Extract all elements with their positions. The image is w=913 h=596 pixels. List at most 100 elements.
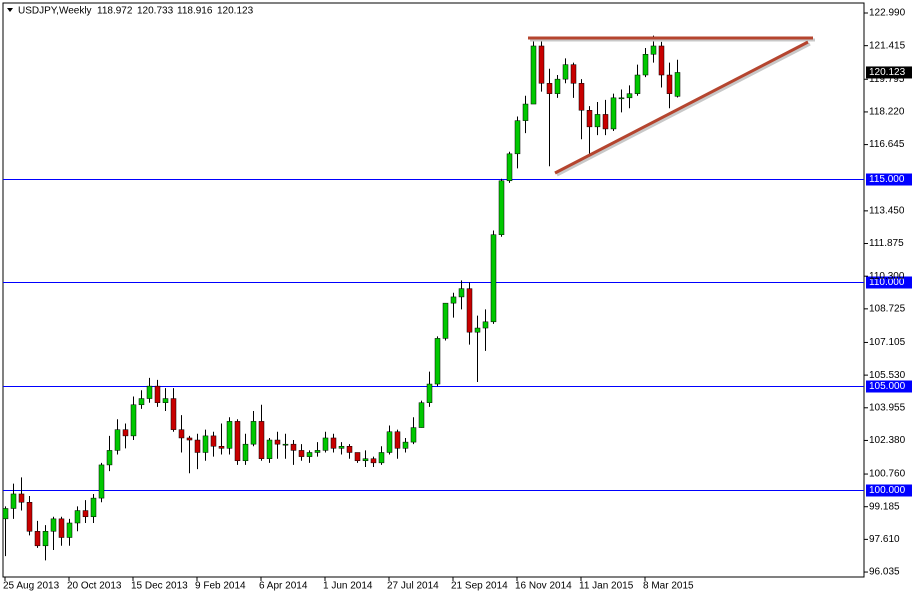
candle-body bbox=[394, 431, 401, 449]
candle-body bbox=[194, 439, 201, 453]
candle-body bbox=[122, 429, 129, 437]
support-line bbox=[554, 40, 809, 175]
ohlc-open: 118.972 bbox=[97, 6, 133, 17]
y-tick-label: 107.105 bbox=[869, 337, 906, 348]
candle-body bbox=[370, 458, 377, 464]
candle-body bbox=[546, 83, 553, 94]
candle-body bbox=[330, 437, 337, 449]
y-tick-label: 110.300 bbox=[869, 271, 905, 282]
trendlines bbox=[528, 36, 815, 177]
candle-body bbox=[250, 421, 257, 445]
candle-body bbox=[658, 45, 665, 76]
candle-body bbox=[178, 429, 185, 439]
candle-body bbox=[338, 446, 345, 449]
candle-body bbox=[266, 439, 273, 459]
candle-body bbox=[170, 398, 177, 430]
candle-body bbox=[218, 446, 225, 449]
candle-body bbox=[650, 45, 657, 55]
candle-body bbox=[242, 443, 249, 462]
candle-body bbox=[322, 437, 329, 451]
candle-body bbox=[602, 114, 609, 130]
candle-body bbox=[90, 497, 97, 518]
candle-body bbox=[34, 531, 41, 547]
candle-body bbox=[154, 385, 161, 403]
y-tick-label: 102.380 bbox=[869, 435, 906, 446]
candle-body bbox=[138, 398, 145, 406]
candle-body bbox=[18, 493, 25, 503]
x-tick-label: 9 Feb 2014 bbox=[195, 581, 246, 592]
x-tick-label: 1 Jun 2014 bbox=[323, 581, 373, 592]
ohlc-high: 120.733 bbox=[137, 6, 174, 17]
y-tick-label: 121.415 bbox=[869, 40, 906, 51]
candle-body bbox=[162, 398, 169, 403]
x-tick-label: 27 Jul 2014 bbox=[387, 581, 439, 592]
candle-body bbox=[290, 443, 297, 451]
level-label: 105.000 bbox=[869, 381, 906, 392]
candle-body bbox=[202, 435, 209, 453]
y-tick-label: 97.610 bbox=[869, 534, 900, 545]
candle-body bbox=[146, 385, 153, 399]
candle-body bbox=[426, 383, 433, 403]
level-label: 115.000 bbox=[869, 174, 905, 185]
candle-body bbox=[82, 510, 89, 518]
candle-body bbox=[442, 302, 449, 339]
ohlc-low: 118.916 bbox=[177, 6, 213, 17]
levels: 115.000 110.000 105.000 100.000 bbox=[3, 173, 912, 497]
candle-body bbox=[634, 74, 641, 94]
candle-body bbox=[226, 421, 233, 449]
candle-body bbox=[466, 288, 473, 333]
candle-body bbox=[450, 296, 457, 304]
candle-body bbox=[554, 78, 561, 94]
candle-body bbox=[258, 421, 265, 459]
y-tick-label: 100.760 bbox=[869, 469, 906, 480]
plot-frame bbox=[2, 2, 865, 578]
candle-body bbox=[26, 502, 33, 532]
x-tick-label: 25 Aug 2013 bbox=[3, 581, 60, 592]
menu-arrow[interactable] bbox=[7, 8, 13, 12]
candle-body bbox=[234, 421, 241, 462]
x-tick-label: 11 Jan 2015 bbox=[579, 581, 634, 592]
candle-body bbox=[362, 458, 369, 462]
current-price-label: 120.123 bbox=[869, 67, 906, 78]
trendline-shadow bbox=[556, 42, 811, 177]
candle-body bbox=[418, 402, 425, 428]
candle-body bbox=[298, 450, 305, 457]
candle-body bbox=[10, 493, 17, 509]
candle-body bbox=[66, 522, 73, 538]
candle-body bbox=[186, 437, 193, 441]
level-label-box bbox=[866, 173, 912, 186]
candle-body bbox=[570, 64, 577, 84]
y-tick-label: 108.725 bbox=[869, 303, 906, 314]
candle-body bbox=[474, 327, 481, 333]
chart-title: USDJPY,Weekly bbox=[18, 6, 92, 17]
candle-body bbox=[610, 97, 617, 130]
level-label-box bbox=[866, 380, 912, 393]
candle-body bbox=[666, 74, 673, 94]
y-tick-label: 96.035 bbox=[869, 567, 900, 578]
level-label: 100.000 bbox=[869, 485, 906, 496]
candle-body bbox=[578, 83, 585, 111]
current-price-box bbox=[866, 66, 912, 79]
y-tick-label: 99.185 bbox=[869, 501, 900, 512]
x-tick-label: 15 Dec 2013 bbox=[131, 581, 188, 592]
candle-body bbox=[506, 153, 513, 182]
candle-body bbox=[402, 441, 409, 449]
candle-body bbox=[586, 110, 593, 128]
x-tick-label: 21 Sep 2014 bbox=[451, 581, 508, 592]
y-tick-label: 103.955 bbox=[869, 402, 906, 413]
candle-body bbox=[274, 439, 281, 445]
candle-body bbox=[458, 288, 465, 298]
candle-body bbox=[98, 464, 105, 499]
candle-body bbox=[410, 427, 417, 443]
x-tick-label: 16 Nov 2014 bbox=[515, 581, 572, 592]
level-label: 110.000 bbox=[869, 277, 905, 288]
candle-body bbox=[498, 180, 505, 235]
candle-body bbox=[314, 450, 321, 453]
candle-body bbox=[58, 518, 65, 538]
candle-body bbox=[114, 429, 121, 451]
y-tick-label: 113.450 bbox=[869, 205, 905, 216]
candle-body bbox=[210, 435, 217, 447]
candle-body bbox=[306, 452, 313, 457]
